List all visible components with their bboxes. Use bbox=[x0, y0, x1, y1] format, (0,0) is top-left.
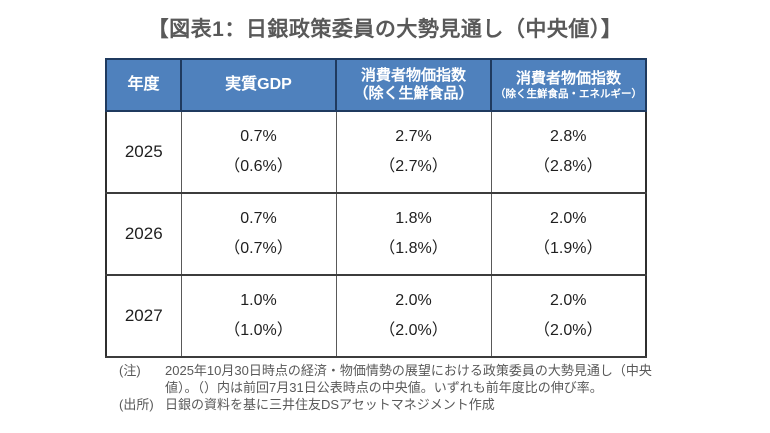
header-cpi-core-line1: 消費者物価指数 bbox=[515, 69, 621, 87]
previous-value: （1.8%） bbox=[379, 240, 448, 257]
table-row-2026: 2026 0.7% （0.7%） 1.8% （1.8%） 2.0% （1.9%） bbox=[105, 192, 647, 276]
current-value: 2.7% bbox=[395, 128, 432, 145]
current-value: 2.0% bbox=[550, 210, 587, 227]
figure-title: 【図表1：日銀政策委員の大勢見通し（中央値）】 bbox=[147, 18, 623, 41]
previous-value: （2.0%） bbox=[379, 322, 448, 339]
note-label: (注) bbox=[119, 363, 141, 378]
previous-value: （2.8%） bbox=[534, 158, 603, 175]
year-cell: 2026 bbox=[105, 192, 182, 276]
current-value: 0.7% bbox=[240, 128, 277, 145]
table-header-real-gdp: 実質GDP bbox=[180, 58, 337, 112]
gdp-cell: 0.7% （0.7%） bbox=[180, 192, 337, 276]
year-cell: 2025 bbox=[105, 110, 182, 194]
note-text: 2025年10月30日時点の経済・物価情勢の展望における政策委員の大勢見通し（中… bbox=[165, 362, 671, 396]
previous-value: （1.9%） bbox=[534, 240, 603, 257]
previous-value: （2.0%） bbox=[534, 322, 603, 339]
previous-value: （1.0%） bbox=[224, 322, 293, 339]
cpi-core-cell: 2.8% （2.8%） bbox=[490, 110, 647, 194]
table-row-2025: 2025 0.7% （0.6%） 2.7% （2.7%） 2.8% （2.8%） bbox=[105, 110, 647, 194]
source-text: 日銀の資料を基に三井住友DSアセットマネジメント作成 bbox=[165, 397, 495, 412]
current-value: 1.8% bbox=[395, 210, 432, 227]
table-header-cpi-ex-fresh-food-energy: 消費者物価指数 （除く生鮮食品・エネルギー） bbox=[490, 58, 647, 112]
table-header-row: 年度 実質GDP 消費者物価指数 （除く生鮮食品） 消費者物価指数 （除く生鮮食… bbox=[105, 58, 647, 112]
header-cpi-core-line2: （除く生鮮食品・エネルギー） bbox=[495, 87, 642, 100]
forecast-table: 年度 実質GDP 消費者物価指数 （除く生鮮食品） 消費者物価指数 （除く生鮮食… bbox=[105, 58, 647, 358]
cpi-cell: 1.8% （1.8%） bbox=[335, 192, 492, 276]
source-row: (出所) 日銀の資料を基に三井住友DSアセットマネジメント作成 bbox=[119, 396, 671, 413]
cpi-core-cell: 2.0% （1.9%） bbox=[490, 192, 647, 276]
year-cell: 2027 bbox=[105, 274, 182, 358]
source-label: (出所) bbox=[119, 397, 154, 412]
current-value: 2.8% bbox=[550, 128, 587, 145]
cpi-cell: 2.0% （2.0%） bbox=[335, 274, 492, 358]
previous-value: （0.7%） bbox=[224, 240, 293, 257]
footnotes: (注) 2025年10月30日時点の経済・物価情勢の展望における政策委員の大勢見… bbox=[119, 362, 671, 413]
previous-value: （2.7%） bbox=[379, 158, 448, 175]
header-year-label: 年度 bbox=[127, 76, 160, 93]
current-value: 2.0% bbox=[395, 292, 432, 309]
current-value: 1.0% bbox=[240, 292, 277, 309]
header-cpi-line1: 消費者物価指数 bbox=[360, 67, 466, 84]
current-value: 2.0% bbox=[550, 292, 587, 309]
current-value: 0.7% bbox=[240, 210, 277, 227]
table-header-cpi-ex-fresh-food: 消費者物価指数 （除く生鮮食品） bbox=[335, 58, 492, 112]
header-cpi-line2: （除く生鮮食品） bbox=[353, 85, 474, 102]
cpi-cell: 2.7% （2.7%） bbox=[335, 110, 492, 194]
header-real-gdp-label: 実質GDP bbox=[225, 76, 292, 93]
cpi-core-cell: 2.0% （2.0%） bbox=[490, 274, 647, 358]
gdp-cell: 1.0% （1.0%） bbox=[180, 274, 337, 358]
note-line-2: 値）。（）内は前回7月31日公表時点の中央値。いずれも前年度比の伸び率。 bbox=[165, 380, 603, 395]
table-header-year: 年度 bbox=[105, 58, 182, 112]
table-row-2027: 2027 1.0% （1.0%） 2.0% （2.0%） 2.0% （2.0%） bbox=[105, 274, 647, 358]
note-row: (注) 2025年10月30日時点の経済・物価情勢の展望における政策委員の大勢見… bbox=[119, 362, 671, 396]
gdp-cell: 0.7% （0.6%） bbox=[180, 110, 337, 194]
previous-value: （0.6%） bbox=[224, 158, 293, 175]
note-line-1: 2025年10月30日時点の経済・物価情勢の展望における政策委員の大勢見通し（中… bbox=[165, 363, 652, 378]
